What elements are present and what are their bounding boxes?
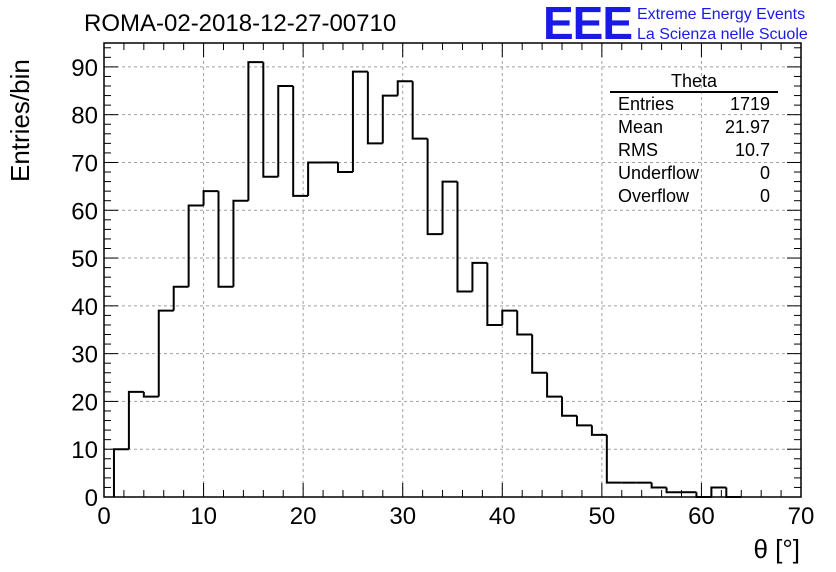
histogram-bin: [441, 180, 458, 235]
stats-row: Overflow 0: [610, 185, 778, 208]
histogram-bin: [112, 448, 129, 497]
x-tick-label: 30: [389, 503, 416, 530]
histogram-bin: [590, 425, 607, 436]
histogram-bin: [307, 161, 324, 196]
histogram-bin: [501, 309, 518, 325]
y-tick-label: 30: [71, 342, 98, 369]
histogram-bin: [202, 190, 219, 206]
stats-label: Mean: [618, 117, 664, 137]
y-tick-label: 90: [71, 55, 98, 82]
stats-title: Theta: [610, 71, 778, 93]
stats-value: 10.7: [734, 140, 770, 160]
x-tick-label: 0: [97, 503, 110, 530]
histogram-bin: [127, 390, 144, 450]
y-axis-label: Entries/bin: [5, 59, 35, 182]
histogram-bin: [516, 310, 533, 336]
stats-value: 0: [759, 186, 770, 206]
x-tick-label: 50: [589, 503, 616, 530]
stats-row: Mean 21.97: [610, 116, 778, 139]
histogram-bin: [710, 486, 727, 497]
histogram-bin: [725, 487, 742, 498]
histogram-bin: [292, 86, 309, 197]
histogram-bin: [650, 482, 667, 489]
histogram-bin: [232, 199, 249, 287]
y-tick-label: 80: [71, 103, 98, 130]
x-tick-label: 60: [688, 503, 715, 530]
histogram-bin: [561, 396, 577, 417]
histogram-bin: [157, 309, 174, 397]
histogram-bin: [665, 487, 682, 494]
histogram-bin: [247, 61, 264, 201]
y-tick-label: 10: [71, 437, 98, 464]
histogram-bin: [471, 261, 488, 292]
y-tick-label: 40: [71, 294, 98, 321]
logo-line-2: La Scienza nelle Scuole: [637, 26, 808, 43]
histogram-bin: [531, 334, 548, 374]
stats-row: Underflow 0: [610, 162, 778, 185]
stats-value: 21.97: [724, 117, 770, 137]
histogram-bin: [486, 262, 503, 326]
histogram-bin: [277, 85, 294, 177]
histogram-bin: [396, 80, 413, 96]
plot-frame: [103, 42, 802, 498]
histogram-bin: [426, 138, 443, 236]
y-tick-label: 60: [71, 198, 98, 225]
stats-row: Entries 1719: [610, 93, 778, 116]
y-tick-label: 70: [71, 150, 98, 177]
stats-box: Theta Entries 1719 Mean 21.97 RMS 10.7 Unde…: [610, 71, 778, 208]
stats-label: Underflow: [618, 163, 700, 183]
y-tick-label: 0: [85, 485, 98, 512]
histogram-bin: [336, 162, 353, 174]
stats-label: Overflow: [618, 186, 690, 206]
histogram-bin: [381, 94, 398, 144]
chart-title: ROMA-02-2018-12-27-00710: [84, 10, 397, 37]
histogram-bin: [366, 71, 383, 145]
histogram-bars: [112, 61, 742, 498]
x-tick-label: 10: [190, 503, 217, 530]
logo-caption: Extreme Energy Events La Scienza nelle S…: [637, 5, 808, 45]
histogram-bin: [575, 415, 592, 427]
eee-logo: EEE: [543, 0, 633, 49]
histogram-bin: [142, 391, 159, 398]
logo-line-1: Extreme Energy Events: [637, 6, 806, 23]
axes: 0 10 20 30 40 50 60 70 0 10 20 30 40 50 60 70 80 90: [71, 43, 814, 530]
stats-label: RMS: [618, 140, 658, 160]
histogram-bin: [456, 181, 473, 293]
x-tick-label: 20: [290, 503, 317, 530]
histogram-bin: [351, 70, 368, 173]
stats-value: 1719: [729, 94, 770, 114]
stats-label: Entries: [618, 94, 675, 114]
y-tick-label: 50: [71, 246, 98, 273]
histogram-bin: [262, 62, 279, 178]
x-axis-label: θ [°]: [753, 534, 800, 564]
histogram-bin: [605, 434, 622, 484]
histogram-bin: [172, 285, 189, 311]
histogram-bin: [546, 372, 563, 398]
y-tick-label: 20: [71, 389, 98, 416]
histogram-bin: [411, 81, 428, 140]
x-tick-label: 70: [788, 503, 815, 530]
stats-value: 0: [759, 163, 770, 183]
x-tick-label: 40: [489, 503, 516, 530]
stats-row: RMS 10.7: [610, 139, 778, 162]
histogram-bin: [187, 204, 204, 287]
histogram-bin: [217, 191, 234, 288]
grid-lines: [104, 43, 801, 497]
